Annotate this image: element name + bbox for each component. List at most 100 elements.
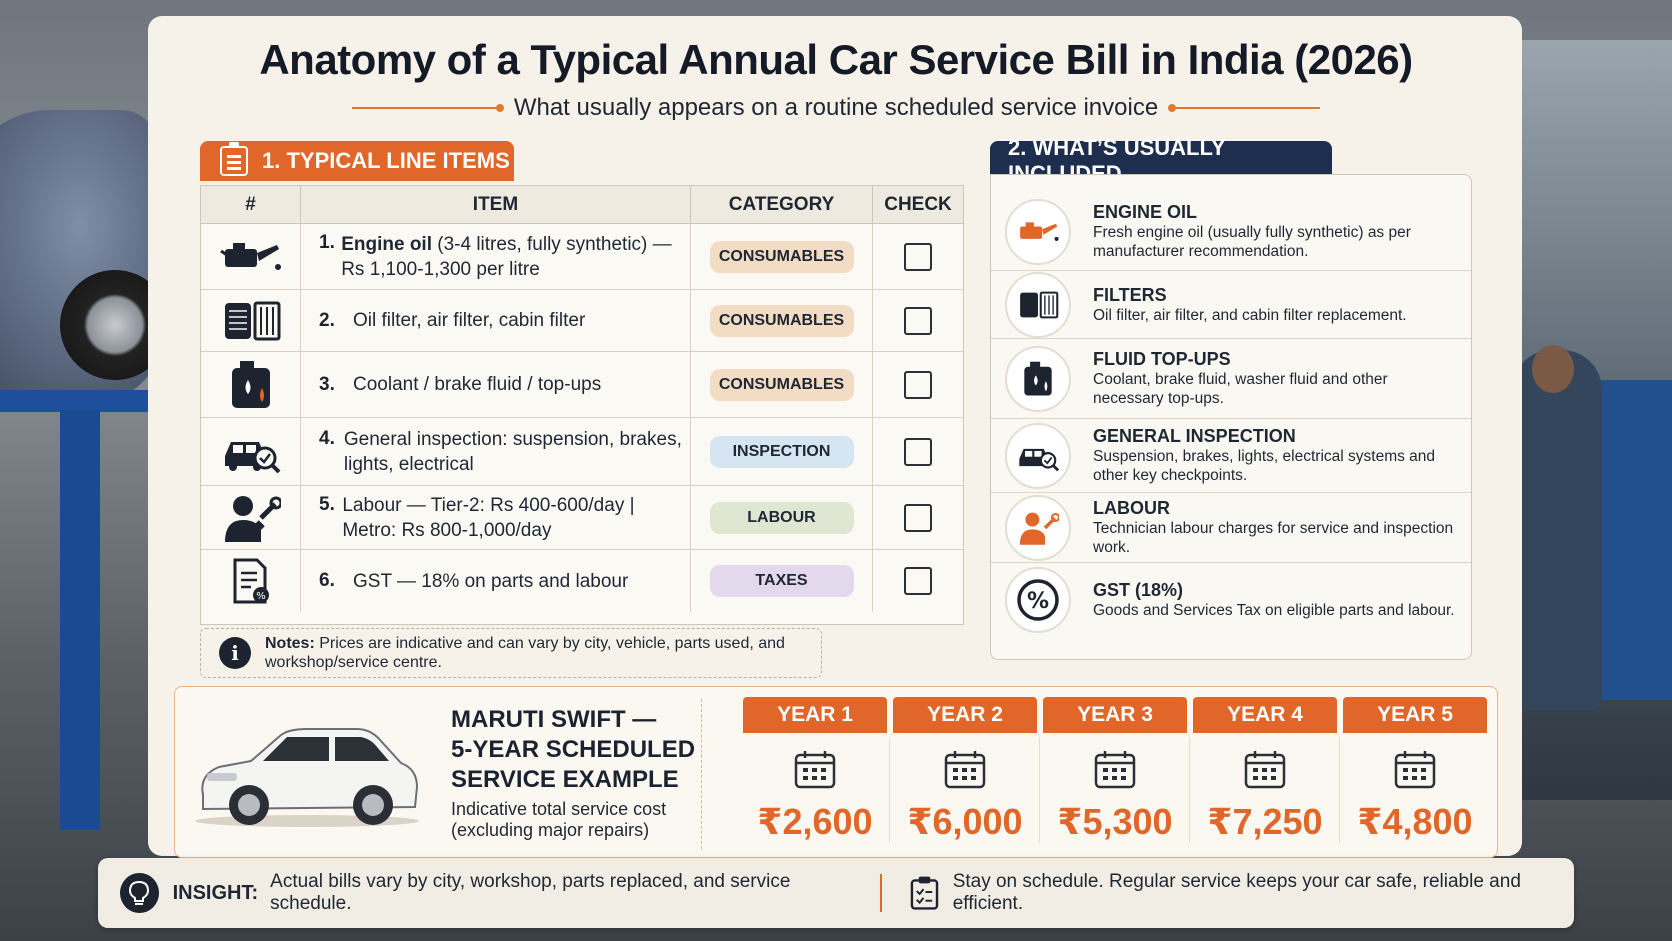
example-title-line: 5-YEAR SCHEDULED (451, 736, 696, 763)
year-card: YEAR 4 ₹7,250 (1189, 697, 1337, 847)
list-item-text: LABOUR Technician labour charges for ser… (1093, 498, 1459, 557)
col-number: # (201, 186, 301, 223)
item-number: 6. (319, 570, 335, 591)
filters-icon (201, 290, 301, 351)
year-label: YEAR 1 (743, 697, 887, 733)
subtitle-right-rule (1168, 104, 1321, 112)
year-card: YEAR 1 ₹2,600 (743, 697, 887, 847)
mechanic-icon (201, 486, 301, 549)
line-items-heading: 1. TYPICAL LINE ITEMS (200, 141, 514, 181)
table-header: # ITEM CATEGORY CHECK (201, 186, 963, 224)
line-items-table: # ITEM CATEGORY CHECK 1. Engine oil (3-4… (200, 185, 964, 625)
year-label: YEAR 2 (893, 697, 1037, 733)
background-lift (0, 390, 160, 412)
category-cell: LABOUR (691, 486, 873, 549)
item-number: 3. (319, 373, 335, 395)
tax-document-icon: % (201, 550, 301, 612)
checkbox[interactable] (904, 306, 932, 335)
insight-divider (879, 874, 882, 912)
example-title-line: SERVICE EXAMPLE (451, 766, 679, 793)
category-badge: LABOUR (709, 501, 854, 534)
item-text: General inspection: suspension, brakes, … (343, 428, 682, 475)
page-subtitle: What usually appears on a routine schedu… (513, 94, 1159, 121)
check-cell (873, 550, 963, 612)
year-label: YEAR 5 (1343, 697, 1487, 733)
table-row: 4. General inspection: suspension, brake… (201, 418, 963, 486)
list-item-desc: Goods and Services Tax on eligible parts… (1093, 602, 1455, 619)
category-cell: INSPECTION (691, 418, 873, 485)
year-cost: ₹6,000 (907, 801, 1023, 842)
background-mechanic (1512, 350, 1602, 710)
included-list: ENGINE OIL Fresh engine oil (usually ful… (990, 174, 1472, 660)
insight-tip: Stay on schedule. Regular service keeps … (952, 871, 1521, 914)
category-badge: INSPECTION (709, 435, 854, 468)
category-cell: CONSUMABLES (691, 224, 873, 289)
example-title-line: MARUTI SWIFT — (451, 706, 657, 733)
calendar-icon (1394, 751, 1436, 789)
list-item-text: ENGINE OIL Fresh engine oil (usually ful… (1093, 202, 1459, 261)
svg-text:%: % (1027, 589, 1049, 614)
year-label: YEAR 3 (1043, 697, 1187, 733)
col-check: CHECK (884, 193, 952, 215)
list-item: ENGINE OIL Fresh engine oil (usually ful… (991, 193, 1471, 271)
item-number: 5. (319, 494, 335, 515)
page-title: Anatomy of a Typical Annual Car Service … (259, 36, 1413, 83)
item-cell: 2. Oil filter, air filter, cabin filter (301, 290, 691, 351)
background-mechanic-head (1532, 345, 1574, 393)
item-detail: (3-4 litres, fully synthetic) — Rs 1,100… (341, 233, 672, 280)
check-cell (873, 290, 963, 351)
year-cost: ₹2,600 (757, 801, 873, 842)
list-item-title: FILTERS (1093, 284, 1167, 305)
item-text: GST — 18% on parts and labour (353, 570, 629, 592)
insight-text: Actual bills vary by city, workshop, par… (270, 871, 791, 914)
list-item-title: ENGINE OIL (1093, 202, 1198, 222)
example-subtitle-line: (excluding major repairs) (451, 820, 650, 840)
checkbox[interactable] (904, 370, 932, 399)
item-number: 4. (319, 428, 335, 449)
notes-text: Notes: Prices are indicative and can var… (265, 634, 821, 672)
year-costs: YEAR 1 ₹2,600 YEAR 2 ₹6,000 YEAR 3 ₹5,30… (743, 697, 1487, 847)
category-badge: CONSUMABLES (709, 240, 854, 273)
check-cell (873, 224, 963, 289)
list-item-desc: Technician labour charges for service an… (1093, 520, 1454, 556)
year-cost: ₹5,300 (1057, 801, 1173, 842)
calendar-icon (794, 751, 836, 789)
table-row: 2. Oil filter, air filter, cabin filter … (201, 290, 963, 352)
category-cell: CONSUMABLES (691, 290, 873, 351)
item-cell: 6. GST — 18% on parts and labour (301, 550, 691, 612)
category-badge: TAXES (709, 565, 854, 597)
item-text: Engine oil (3-4 litres, fully synthetic)… (341, 232, 690, 282)
list-item-title: GENERAL INSPECTION (1093, 426, 1296, 446)
checklist-icon (910, 876, 938, 910)
percent-icon: % (1005, 567, 1071, 633)
checkbox[interactable] (904, 567, 932, 595)
list-item: % GST (18%) Goods and Services Tax on el… (991, 563, 1471, 637)
table-row: 3. Coolant / brake fluid / top-ups CONSU… (201, 352, 963, 418)
list-item: FILTERS Oil filter, air filter, and cabi… (991, 271, 1471, 339)
notes-label: Notes: (265, 635, 315, 652)
list-item-title: FLUID TOP-UPS (1093, 349, 1231, 369)
table-row: % 6. GST — 18% on parts and labour TAXES (201, 550, 963, 612)
notes-body: Prices are indicative and can vary by ci… (265, 635, 785, 671)
item-text: Labour — Tier-2: Rs 400-600/day | Metro:… (342, 494, 635, 541)
item-number: 1. (319, 232, 335, 253)
item-cell: 3. Coolant / brake fluid / top-ups (301, 352, 691, 417)
item-cell: 4. General inspection: suspension, brake… (301, 418, 691, 485)
item-cell: 1. Engine oil (3-4 litres, fully synthet… (301, 224, 691, 289)
list-item-title: LABOUR (1093, 498, 1170, 518)
example-title: MARUTI SWIFT — 5-YEAR SCHEDULED SERVICE … (451, 705, 695, 795)
checkbox[interactable] (904, 242, 932, 271)
table-row: 1. Engine oil (3-4 litres, fully synthet… (201, 224, 963, 290)
calendar-icon (1094, 751, 1136, 789)
checkbox[interactable] (904, 503, 932, 532)
col-item: ITEM (301, 186, 691, 223)
car-inspection-icon (1005, 422, 1071, 489)
car-inspection-icon (201, 418, 301, 485)
category-cell: TAXES (691, 550, 873, 612)
svg-text:%: % (256, 591, 266, 602)
oil-can-icon (1005, 198, 1071, 265)
item-cell: 5. Labour — Tier-2: Rs 400-600/day | Met… (301, 486, 691, 549)
mechanic-icon (1005, 494, 1071, 561)
checkbox[interactable] (904, 437, 932, 466)
swift-example-panel: MARUTI SWIFT — 5-YEAR SCHEDULED SERVICE … (174, 686, 1498, 858)
